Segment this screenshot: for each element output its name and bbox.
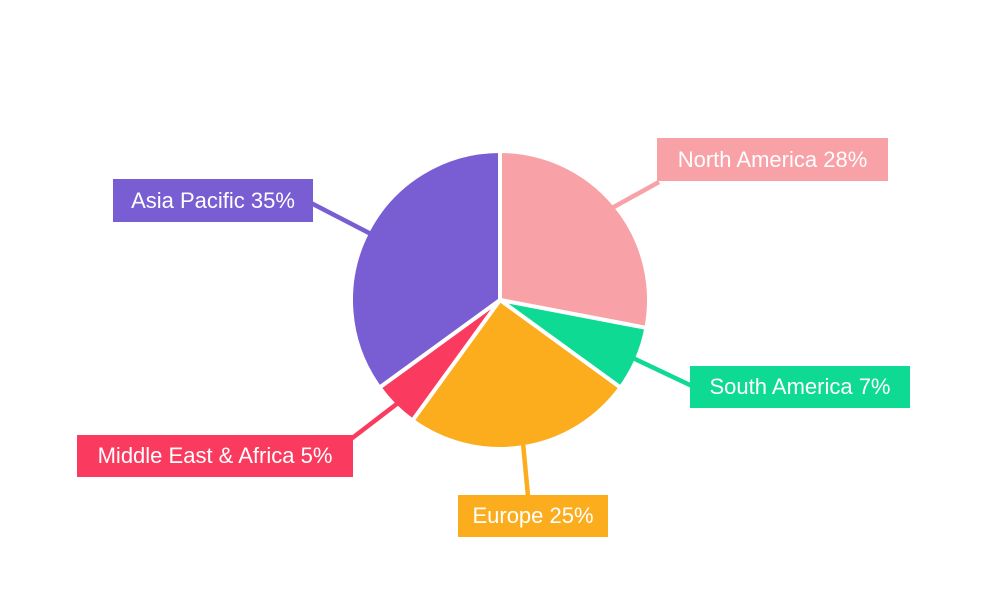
pie-label-north-america: North America 28% (657, 138, 888, 181)
pie-label-middle-east-africa: Middle East & Africa 5% (77, 435, 353, 477)
pie-label-europe: Europe 25% (458, 495, 608, 537)
leader-line-asia-pacific (309, 201, 373, 236)
leader-line-middle-east-africa (349, 401, 400, 441)
pie-label-south-america: South America 7% (690, 366, 910, 408)
leader-line-north-america (610, 180, 661, 210)
leader-line-south-america (632, 355, 693, 389)
pie-slice-north-america[interactable] (498, 149, 651, 330)
pie-label-asia-pacific: Asia Pacific 35% (113, 179, 313, 222)
leader-line-europe (520, 442, 531, 497)
